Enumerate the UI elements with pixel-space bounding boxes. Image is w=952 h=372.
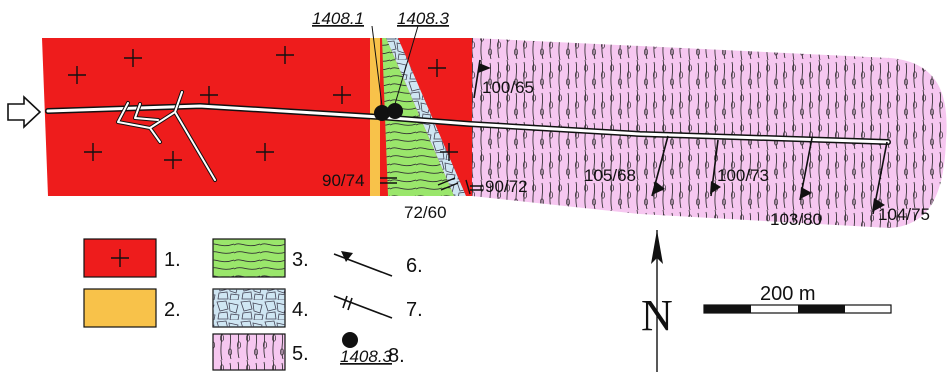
foliation-symbols (473, 59, 888, 215)
measurement-label: 90/72 (485, 177, 528, 196)
measurement-label: 100/73 (717, 166, 769, 185)
north-arrow: N (641, 230, 673, 372)
legend-number: 5. (292, 343, 309, 365)
legend-sample-dot (342, 332, 358, 348)
measurement-label: 72/60 (404, 203, 447, 222)
legend-foliation-symbol (333, 251, 393, 277)
sample-label-1: 1408.1 (312, 9, 364, 28)
vertical-foliation-symbols (380, 177, 483, 195)
arrow-right-icon (7, 95, 42, 129)
legend-vertical-symbol (333, 295, 393, 319)
sample-dot (374, 105, 390, 121)
mine-gallery (45, 90, 891, 182)
map-body (7, 25, 947, 228)
legend-number: 3. (292, 249, 309, 271)
legend: 1. 2. 3. 4. 5. 6. 7. 1408.3 8. (83, 238, 423, 371)
measurement-label: 90/74 (322, 171, 365, 190)
measurement-label: 103/80 (770, 210, 822, 229)
legend-number: 1. (164, 249, 181, 271)
measurement-label: 104/75 (878, 205, 930, 224)
sample-label-2: 1408.3 (397, 9, 450, 28)
legend-number: 4. (292, 299, 309, 321)
measurement-label: 105/68 (584, 166, 636, 185)
sample-dot (387, 103, 403, 119)
legend-number: 6. (406, 255, 423, 277)
legend-number: 7. (406, 299, 423, 321)
granite-crosses (68, 46, 458, 169)
scale-bar: 200 m (703, 283, 892, 314)
legend-sample-label: 1408.3 (340, 347, 393, 366)
legend-swatch-dyke (83, 288, 157, 328)
scale-bar-label: 200 m (760, 283, 816, 305)
legend-number: 2. (164, 299, 181, 321)
legend-number: 8. (388, 345, 405, 367)
granite-unit (42, 38, 472, 196)
legend-swatch-granite (83, 238, 157, 278)
north-letter: N (641, 291, 673, 340)
measurement-label: 100/65 (482, 78, 534, 97)
